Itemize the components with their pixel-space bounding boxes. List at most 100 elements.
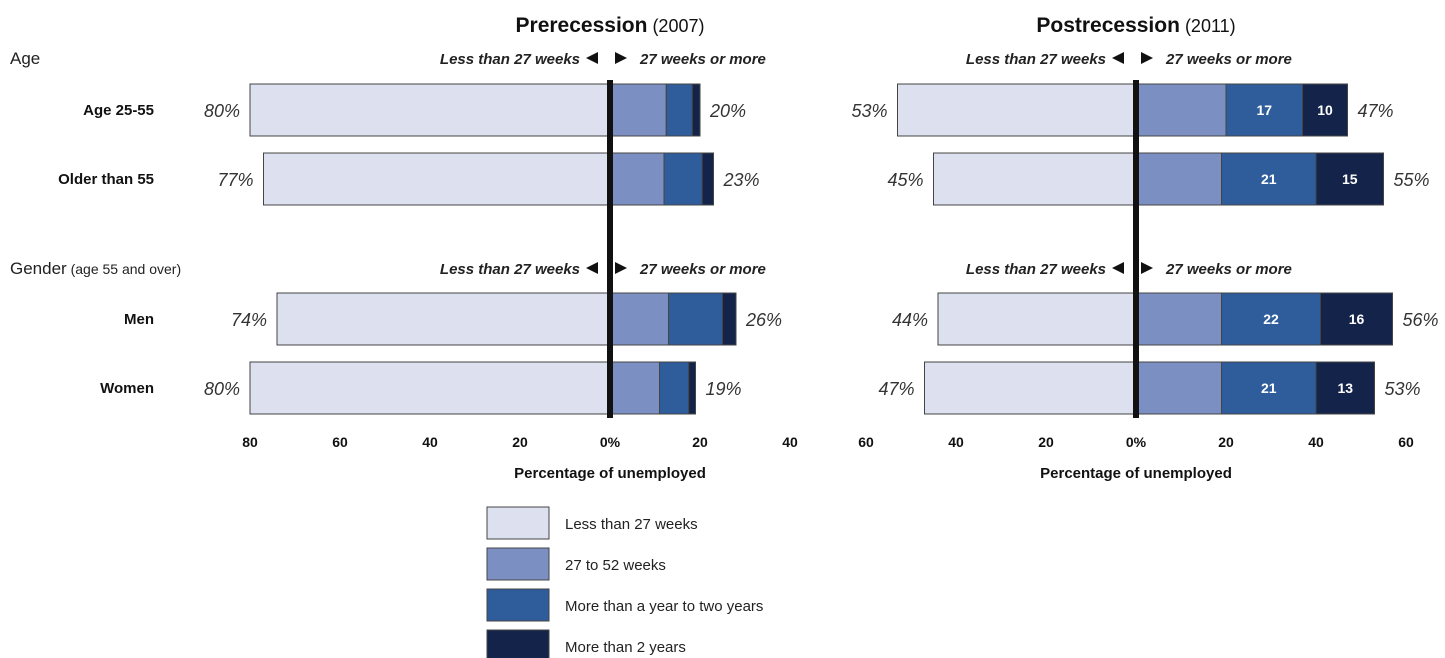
bar-segment-one-to-two-years: [665, 83, 693, 137]
legend-label: More than 2 years: [565, 639, 686, 656]
bar-segment-27-to-52-weeks: [1135, 292, 1222, 346]
left-percent-label: 74%: [231, 310, 267, 330]
panel-title-main: Postrecession: [1036, 14, 1180, 37]
right-arrow-icon: [1141, 52, 1153, 64]
legend-swatch: [486, 629, 550, 658]
left-percent-label: 47%: [878, 379, 914, 399]
bar-segment-one-to-two-years: [668, 292, 723, 346]
category-label: Older than 55: [58, 171, 154, 188]
legend-swatch: [486, 506, 550, 540]
left-percent-label: 45%: [887, 170, 923, 190]
tick-label: 60: [1398, 434, 1414, 450]
direction-label-left: Less than 27 weeks: [966, 51, 1106, 68]
right-percent-label: 47%: [1358, 101, 1394, 121]
right-percent-label: 19%: [706, 379, 742, 399]
tick-label: 40: [422, 434, 438, 450]
direction-label-right: 27 weeks or more: [639, 261, 766, 278]
tick-label: 40: [1308, 434, 1324, 450]
section-label-age: Age: [10, 49, 40, 68]
bar-segment-27-to-52-weeks: [609, 361, 660, 415]
tick-label: 60: [858, 434, 874, 450]
bar-segment-one-to-two-years: [659, 361, 690, 415]
tick-label: 40: [782, 434, 798, 450]
bar-segment-one-to-two-years: [1221, 152, 1317, 206]
tick-label: 60: [332, 434, 348, 450]
direction-label-right: 27 weeks or more: [1165, 261, 1292, 278]
tick-label: 20: [512, 434, 528, 450]
bar-segment-27-to-52-weeks: [1135, 361, 1222, 415]
right-percent-label: 26%: [745, 310, 782, 330]
direction-label-left: Less than 27 weeks: [966, 261, 1106, 278]
direction-label-left: Less than 27 weeks: [440, 51, 580, 68]
tick-label: 80: [242, 434, 258, 450]
right-arrow-icon: [615, 262, 627, 274]
bar-segment-more-than-2-years: [1315, 152, 1384, 206]
left-arrow-icon: [1112, 52, 1124, 64]
bar-segment-more-than-2-years: [688, 361, 696, 415]
segment-value-label: 21: [1261, 171, 1277, 187]
bar-segment-more-than-2-years: [701, 152, 714, 206]
section-sublabel-gender: (age 55 and over): [67, 261, 181, 277]
tick-label: 20: [1218, 434, 1234, 450]
panel-title-year: (2011): [1180, 16, 1236, 36]
panel-title: Postrecession (2011): [1036, 14, 1235, 37]
tick-label: 20: [1038, 434, 1054, 450]
panel-title: Prerecession (2007): [516, 14, 705, 37]
bar-segment-27-to-52-weeks: [609, 292, 669, 346]
right-arrow-icon: [1141, 262, 1153, 274]
bar-segment-less-than-27-weeks: [249, 361, 611, 415]
segment-value-label: 17: [1256, 102, 1272, 118]
right-arrow-icon: [615, 52, 627, 64]
right-percent-label: 53%: [1385, 379, 1421, 399]
bar-segment-27-to-52-weeks: [1135, 83, 1227, 137]
panel-title-main: Prerecession: [516, 14, 648, 37]
left-arrow-icon: [586, 262, 598, 274]
panel-title-year: (2007): [647, 16, 704, 36]
bar-segment-more-than-2-years: [691, 83, 701, 137]
legend-label: 27 to 52 weeks: [565, 557, 666, 574]
left-percent-label: 80%: [204, 101, 240, 121]
legend-swatch: [486, 588, 550, 622]
direction-label-right: 27 weeks or more: [639, 51, 766, 68]
bar-segment-27-to-52-weeks: [1135, 152, 1222, 206]
bar-segment-less-than-27-weeks: [263, 152, 611, 206]
legend-swatch: [486, 547, 550, 581]
direction-label-left: Less than 27 weeks: [440, 261, 580, 278]
bar-segment-less-than-27-weeks: [897, 83, 1137, 137]
left-percent-label: 53%: [851, 101, 887, 121]
segment-value-label: 22: [1263, 311, 1279, 327]
tick-label: 0%: [600, 434, 621, 450]
right-percent-label: 55%: [1394, 170, 1430, 190]
bar-segment-less-than-27-weeks: [276, 292, 611, 346]
bar-segment-27-to-52-weeks: [609, 152, 665, 206]
left-arrow-icon: [586, 52, 598, 64]
tick-label: 20: [692, 434, 708, 450]
segment-value-label: 21: [1261, 380, 1277, 396]
left-arrow-icon: [1112, 262, 1124, 274]
bar-segment-more-than-2-years: [1320, 292, 1393, 346]
bar-segment-more-than-2-years: [722, 292, 737, 346]
bar-segment-more-than-2-years: [1302, 83, 1348, 137]
bar-segment-27-to-52-weeks: [609, 83, 667, 137]
section-label-gender: Gender (age 55 and over): [10, 259, 181, 278]
bar-segment-more-than-2-years: [1315, 361, 1375, 415]
right-percent-label: 56%: [1403, 310, 1439, 330]
right-percent-label: 23%: [723, 170, 760, 190]
segment-value-label: 10: [1317, 102, 1333, 118]
direction-label-right: 27 weeks or more: [1165, 51, 1292, 68]
right-percent-label: 20%: [709, 101, 746, 121]
segment-value-label: 16: [1349, 311, 1365, 327]
segment-value-label: 15: [1342, 171, 1358, 187]
bar-segment-less-than-27-weeks: [933, 152, 1137, 206]
tick-label: 40: [948, 434, 964, 450]
tick-label: 0%: [1126, 434, 1147, 450]
left-percent-label: 44%: [892, 310, 928, 330]
x-axis-label: Percentage of unemployed: [514, 465, 706, 482]
bar-segment-less-than-27-weeks: [249, 83, 611, 137]
category-label: Age 25-55: [83, 102, 154, 119]
category-label: Men: [124, 311, 154, 328]
bar-segment-less-than-27-weeks: [937, 292, 1137, 346]
x-axis-label: Percentage of unemployed: [1040, 465, 1232, 482]
legend-label: Less than 27 weeks: [565, 516, 698, 533]
